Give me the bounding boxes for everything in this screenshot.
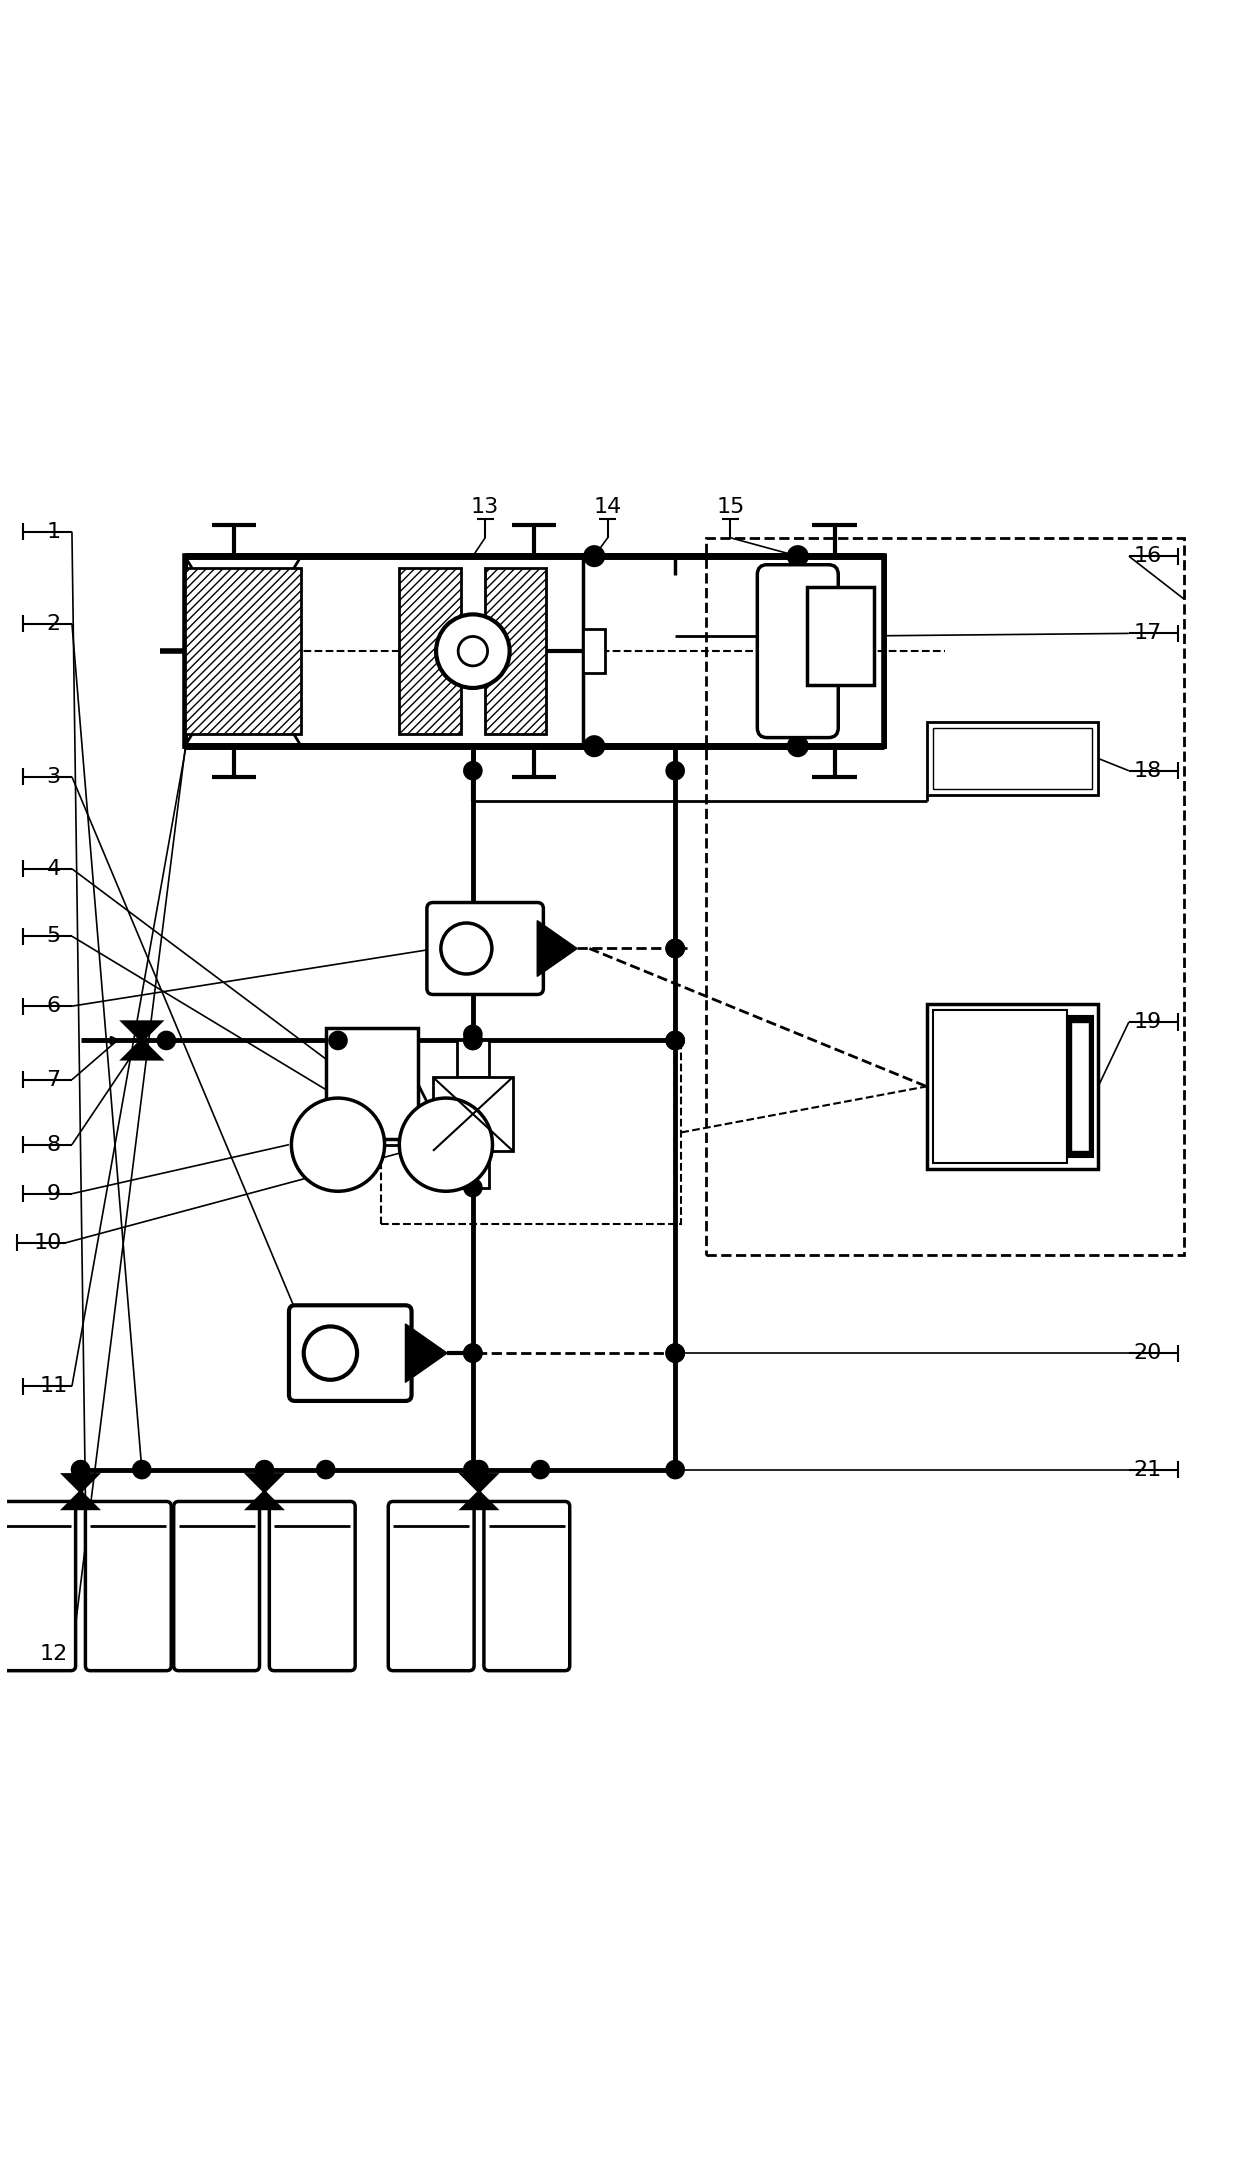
Text: 10: 10 [33, 1233, 62, 1253]
Polygon shape [124, 1022, 160, 1039]
Bar [456, 1039, 489, 1076]
Circle shape [583, 545, 605, 567]
Polygon shape [461, 1475, 496, 1493]
Circle shape [463, 1342, 482, 1362]
Circle shape [71, 1460, 91, 1480]
Text: 2: 2 [46, 614, 61, 634]
Circle shape [666, 760, 684, 780]
Circle shape [316, 1460, 336, 1480]
Polygon shape [247, 1475, 281, 1493]
Text: 19: 19 [1133, 1011, 1162, 1033]
Bar [185, 569, 301, 734]
Bar [926, 721, 1099, 795]
Text: 1: 1 [46, 521, 61, 543]
Text: 17: 17 [1133, 623, 1162, 643]
Text: 13: 13 [471, 497, 500, 516]
Circle shape [786, 545, 808, 567]
Circle shape [131, 1460, 151, 1480]
Bar [1068, 1015, 1092, 1157]
FancyBboxPatch shape [174, 1501, 259, 1671]
Text: 12: 12 [40, 1643, 68, 1663]
Polygon shape [247, 1493, 281, 1508]
FancyBboxPatch shape [758, 564, 838, 739]
Bar [485, 569, 547, 734]
Circle shape [291, 1098, 384, 1192]
Circle shape [441, 924, 492, 974]
Circle shape [329, 1031, 347, 1050]
Circle shape [463, 1024, 482, 1044]
Circle shape [399, 1098, 492, 1192]
Bar [326, 1028, 418, 1140]
Bar [381, 1039, 681, 1225]
Bar [706, 538, 1184, 1255]
Text: 8: 8 [46, 1135, 61, 1155]
Polygon shape [405, 1325, 448, 1381]
Text: 14: 14 [594, 497, 622, 516]
Circle shape [463, 1342, 482, 1362]
Circle shape [458, 636, 487, 667]
Text: 15: 15 [717, 497, 744, 516]
Text: 18: 18 [1133, 760, 1162, 780]
Bar [399, 569, 461, 734]
Circle shape [436, 614, 510, 689]
Text: 6: 6 [46, 996, 61, 1015]
Text: 9: 9 [46, 1183, 61, 1203]
Text: 3: 3 [46, 767, 61, 787]
FancyBboxPatch shape [484, 1501, 569, 1671]
Circle shape [463, 760, 482, 780]
Bar [807, 586, 874, 684]
FancyBboxPatch shape [427, 902, 543, 994]
Polygon shape [124, 1039, 160, 1059]
Circle shape [666, 1460, 684, 1480]
Text: 4: 4 [46, 859, 61, 878]
Polygon shape [63, 1475, 98, 1493]
Text: 16: 16 [1133, 547, 1162, 567]
Bar [185, 556, 884, 745]
Text: 21: 21 [1133, 1460, 1162, 1480]
Circle shape [666, 1031, 684, 1050]
Bar [185, 556, 884, 745]
Circle shape [666, 939, 684, 959]
Bar [932, 728, 1092, 789]
Circle shape [463, 1179, 482, 1198]
Polygon shape [461, 1493, 496, 1508]
FancyBboxPatch shape [388, 1501, 474, 1671]
Bar [583, 630, 605, 673]
Polygon shape [63, 1493, 98, 1508]
Text: 5: 5 [46, 926, 61, 946]
Circle shape [786, 734, 808, 758]
Text: 11: 11 [40, 1377, 68, 1397]
Bar [932, 1009, 1066, 1164]
FancyBboxPatch shape [289, 1305, 412, 1401]
Bar [456, 1151, 489, 1188]
Circle shape [304, 1327, 357, 1379]
Bar [1071, 1022, 1090, 1151]
Polygon shape [537, 920, 577, 976]
Circle shape [156, 1031, 176, 1050]
Circle shape [666, 1031, 684, 1050]
Circle shape [666, 939, 684, 959]
FancyBboxPatch shape [269, 1501, 355, 1671]
Circle shape [531, 1460, 551, 1480]
Circle shape [463, 1031, 482, 1050]
Circle shape [463, 939, 482, 959]
Bar [926, 1005, 1099, 1170]
Circle shape [666, 1342, 684, 1362]
Circle shape [666, 1342, 684, 1362]
FancyBboxPatch shape [0, 1501, 76, 1671]
Circle shape [583, 734, 605, 758]
Circle shape [469, 1460, 489, 1480]
Text: 20: 20 [1133, 1342, 1162, 1364]
Circle shape [463, 1031, 482, 1050]
Bar [433, 1076, 512, 1151]
Circle shape [254, 1460, 274, 1480]
Circle shape [463, 1460, 482, 1480]
Text: 7: 7 [46, 1070, 61, 1090]
FancyBboxPatch shape [86, 1501, 171, 1671]
